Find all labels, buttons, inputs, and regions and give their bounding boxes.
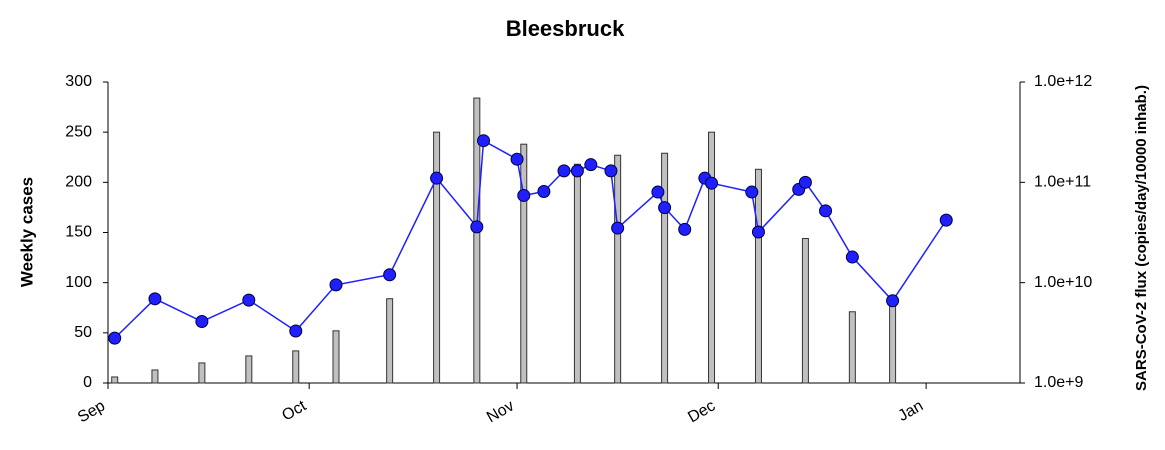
y-tick-label: 200 <box>65 174 92 191</box>
point <box>570 164 584 178</box>
point <box>604 164 618 178</box>
point <box>108 331 122 345</box>
y-tick-label: 150 <box>65 224 92 241</box>
y-tick-label: 50 <box>74 324 92 341</box>
x-tick-label: Oct <box>279 397 310 424</box>
y-tick-label: 250 <box>65 123 92 140</box>
x-tick-label: Jan <box>895 397 926 425</box>
y2-tick-label: 1.0e+12 <box>1034 73 1092 90</box>
bar <box>332 330 340 384</box>
bar <box>708 131 716 384</box>
y-axis-label: Weekly cases <box>17 177 36 287</box>
point <box>329 278 343 292</box>
point <box>705 176 719 190</box>
point <box>477 134 491 148</box>
point <box>886 294 900 308</box>
point <box>510 152 524 166</box>
bar <box>111 376 119 384</box>
bar <box>520 143 528 384</box>
bar <box>889 297 897 384</box>
bar <box>245 355 253 384</box>
bar <box>801 238 809 384</box>
point <box>651 185 665 199</box>
point <box>584 158 598 172</box>
point <box>517 188 531 202</box>
bar <box>433 131 441 384</box>
point <box>383 268 397 282</box>
point <box>470 220 484 234</box>
point <box>611 221 625 235</box>
x-tick-label: Dec <box>685 397 718 426</box>
point <box>745 185 759 199</box>
point <box>242 293 256 307</box>
bar <box>848 311 856 384</box>
point <box>798 175 812 189</box>
point <box>845 250 859 264</box>
bar <box>754 168 762 384</box>
bar <box>661 152 669 384</box>
chart-title: Bleesbruck <box>506 16 625 41</box>
point <box>658 201 672 215</box>
line <box>114 139 947 339</box>
point <box>751 225 765 239</box>
bar <box>614 154 622 384</box>
y-tick-label: 100 <box>65 274 92 291</box>
bar <box>292 350 300 384</box>
point <box>537 185 551 199</box>
point <box>557 164 571 178</box>
point <box>678 222 692 236</box>
x-tick-label: Nov <box>484 397 517 426</box>
point <box>148 292 162 306</box>
bar <box>386 298 394 384</box>
y2-tick-label: 1.0e+11 <box>1034 174 1091 191</box>
bar <box>198 362 206 384</box>
bar <box>151 369 159 384</box>
point <box>195 315 209 329</box>
point <box>819 204 833 218</box>
x-tick-label: Sep <box>75 397 108 426</box>
bar <box>473 97 481 384</box>
point <box>430 171 444 185</box>
y2-tick-label: 1.0e+10 <box>1034 274 1092 291</box>
y2-tick-label: 1.0e+9 <box>1034 374 1083 391</box>
y-tick-label: 300 <box>65 73 92 90</box>
bar <box>573 163 581 384</box>
point <box>939 213 953 227</box>
point <box>289 324 303 338</box>
y2-axis-label: SARS-CoV-2 flux (copies/day/10000 inhab.… <box>1133 85 1150 391</box>
y-tick-label: 0 <box>83 374 92 391</box>
